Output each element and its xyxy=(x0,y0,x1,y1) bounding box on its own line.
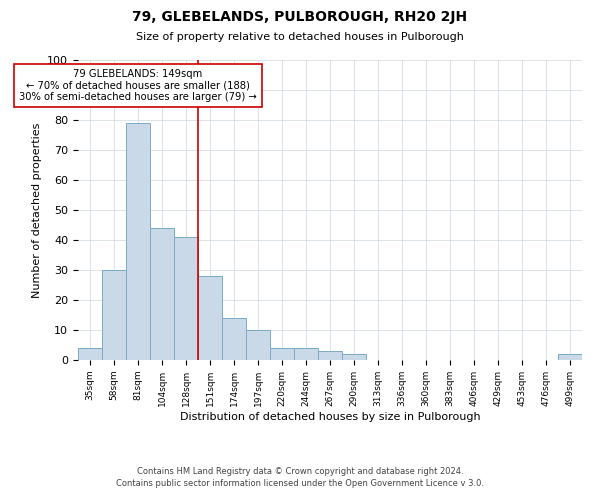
Bar xyxy=(126,123,150,360)
Text: 79 GLEBELANDS: 149sqm
← 70% of detached houses are smaller (188)
30% of semi-det: 79 GLEBELANDS: 149sqm ← 70% of detached … xyxy=(19,69,257,102)
Bar xyxy=(318,351,342,360)
Bar xyxy=(150,228,174,360)
Y-axis label: Number of detached properties: Number of detached properties xyxy=(32,122,42,298)
Bar xyxy=(222,318,246,360)
Bar xyxy=(198,276,222,360)
Text: Size of property relative to detached houses in Pulborough: Size of property relative to detached ho… xyxy=(136,32,464,42)
Bar xyxy=(102,270,126,360)
Bar xyxy=(558,354,582,360)
Bar xyxy=(78,348,102,360)
Bar xyxy=(246,330,270,360)
Bar xyxy=(294,348,318,360)
Text: Contains HM Land Registry data © Crown copyright and database right 2024.: Contains HM Land Registry data © Crown c… xyxy=(137,467,463,476)
Bar xyxy=(342,354,366,360)
X-axis label: Distribution of detached houses by size in Pulborough: Distribution of detached houses by size … xyxy=(179,412,481,422)
Bar xyxy=(270,348,294,360)
Bar xyxy=(174,237,198,360)
Text: Contains public sector information licensed under the Open Government Licence v : Contains public sector information licen… xyxy=(116,478,484,488)
Text: 79, GLEBELANDS, PULBOROUGH, RH20 2JH: 79, GLEBELANDS, PULBOROUGH, RH20 2JH xyxy=(133,10,467,24)
